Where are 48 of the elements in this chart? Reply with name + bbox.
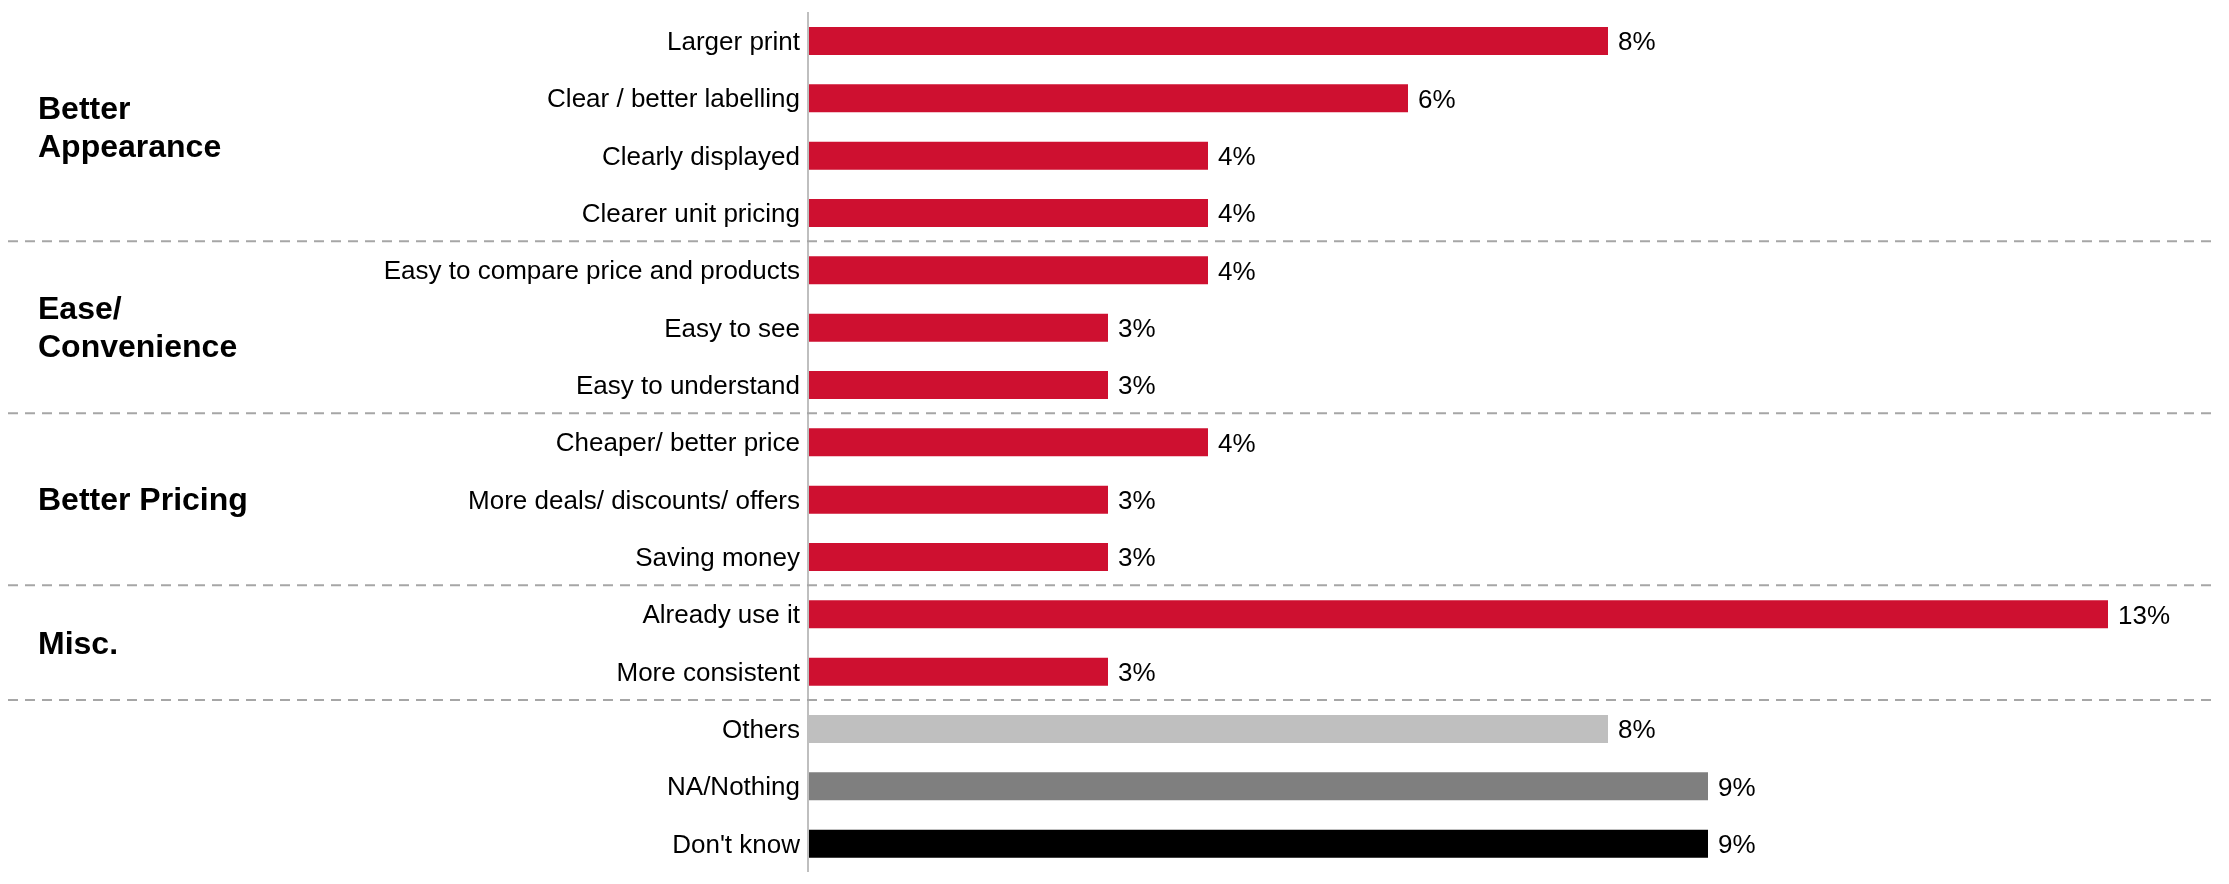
text: Better Pricing: [38, 480, 248, 519]
data-label: 4%: [1218, 427, 1256, 458]
bar: [808, 772, 1708, 801]
data-label: 4%: [1218, 255, 1256, 286]
data-label: 3%: [1118, 542, 1156, 573]
text: Misc.: [38, 623, 119, 662]
data-label: 8%: [1618, 26, 1656, 57]
bar: [808, 27, 1608, 55]
y-tick-label: Clearly displayed: [602, 140, 800, 171]
bar: [808, 428, 1208, 457]
bar: [808, 485, 1108, 514]
y-tick-label: More deals/ discounts/ offers: [468, 484, 800, 515]
y-tick-label: Cheaper/ better price: [555, 427, 800, 458]
y-tick-label: Already use it: [642, 599, 801, 630]
bar: [808, 657, 1108, 686]
data-label: 3%: [1118, 370, 1156, 401]
bar: [808, 313, 1108, 342]
y-tick-label: Don't know: [672, 828, 801, 859]
bar: [808, 829, 1708, 858]
data-label: 4%: [1218, 198, 1256, 229]
data-label: 9%: [1718, 828, 1756, 859]
text: Better Appearance: [38, 88, 223, 165]
bar: [808, 141, 1208, 170]
data-label: 8%: [1618, 714, 1656, 745]
data-label: 6%: [1418, 83, 1456, 114]
bar: [808, 543, 1108, 571]
bar: [808, 199, 1208, 227]
text: Ease/ Convenience: [38, 289, 239, 366]
y-tick-label: Clear / better labelling: [547, 83, 800, 114]
y-tick-label: NA/Nothing: [667, 771, 800, 802]
data-label: 3%: [1118, 312, 1156, 343]
bar: [808, 371, 1108, 399]
y-tick-label: Larger print: [667, 25, 801, 56]
y-tick-label: Easy to see: [664, 312, 800, 343]
bar: [808, 84, 1408, 113]
y-tick-label: Easy to understand: [575, 369, 800, 400]
data-label: 9%: [1718, 771, 1756, 802]
y-tick-label: Others: [721, 713, 800, 744]
data-label: 3%: [1118, 484, 1156, 515]
data-label: 4%: [1218, 140, 1256, 171]
y-tick-label: Easy to compare price and products: [383, 255, 800, 286]
y-tick-label: Clearer unit pricing: [581, 197, 800, 228]
data-label: 13%: [2118, 599, 2171, 630]
bar: [808, 256, 1208, 285]
y-tick-label: More consistent: [616, 656, 801, 687]
y-tick-label: Saving money: [635, 541, 800, 572]
data-label: 3%: [1118, 656, 1156, 687]
bar: [808, 600, 2108, 629]
